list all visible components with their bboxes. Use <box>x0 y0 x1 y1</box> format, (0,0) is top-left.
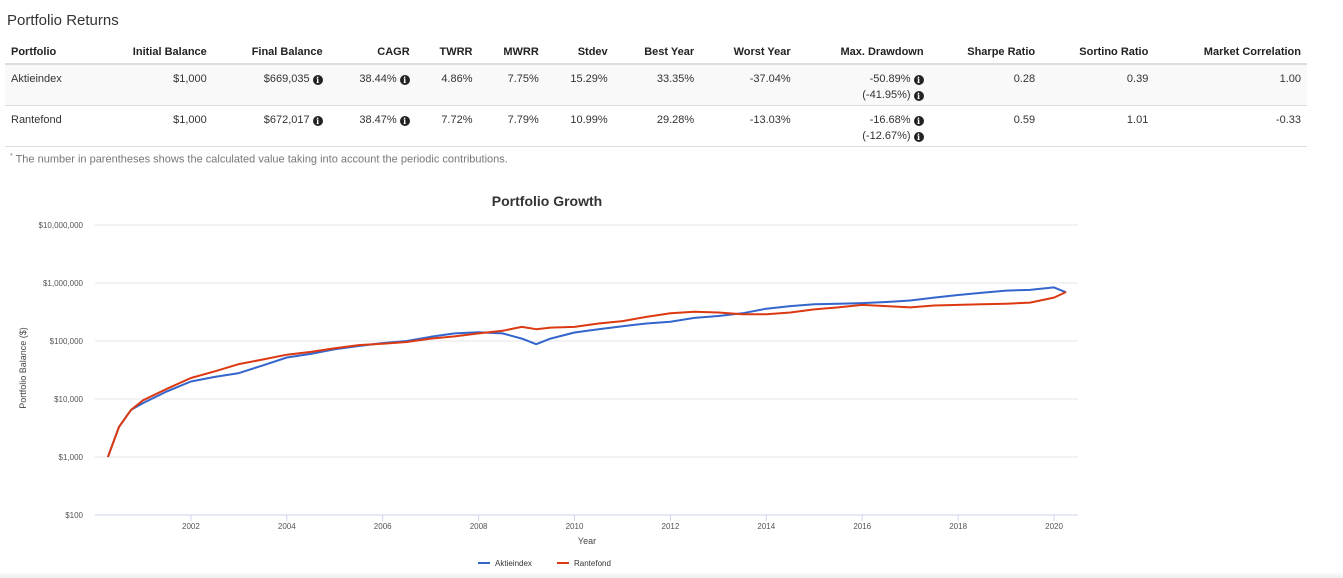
info-circle-icon[interactable]: i <box>913 131 924 142</box>
y-tick-label: $10,000 <box>54 395 83 404</box>
info-circle-icon[interactable]: i <box>399 115 410 126</box>
col-mwrr[interactable]: MWRR <box>478 40 545 65</box>
legend-label-rantefond[interactable]: Rantefond <box>574 559 611 568</box>
max-drawdown-contrib-value: (-41.95%) <box>862 89 911 101</box>
y-tick-label: $1,000,000 <box>43 279 84 288</box>
col-worst-year[interactable]: Worst Year <box>700 40 797 65</box>
col-best-year[interactable]: Best Year <box>613 40 701 65</box>
series-lines <box>106 286 1067 458</box>
cagr-value: 38.44% <box>359 73 397 85</box>
series-line-aktieindex <box>106 286 1067 458</box>
max-drawdown-value: -50.89% <box>869 73 911 85</box>
y-axis-label: Portfolio Balance ($) <box>18 327 28 409</box>
series-line-rantefond <box>106 291 1067 458</box>
cell-sharpe: 0.59 <box>929 105 1042 147</box>
page-bottom-edge <box>0 572 1343 578</box>
info-circle-icon[interactable]: i <box>913 91 924 101</box>
col-stdev[interactable]: Stdev <box>544 40 614 65</box>
col-max-drawdown[interactable]: Max. Drawdown <box>796 40 930 65</box>
section-title: Portfolio Returns <box>7 12 119 29</box>
x-tick-label: 2006 <box>374 522 392 531</box>
cell-twrr: 7.72% <box>415 105 479 147</box>
portfolio-growth-chart: Portfolio Growth $100 $1,000 $10,000 $100,0… <box>18 193 1078 568</box>
col-cagr[interactable]: CAGR <box>328 40 416 65</box>
x-tick-label: 2016 <box>853 522 871 531</box>
footnote: * The number in parentheses shows the ca… <box>10 153 508 166</box>
info-circle-icon[interactable]: i <box>913 115 924 126</box>
x-tick-label: 2014 <box>757 522 775 531</box>
table-header-row: Portfolio Initial Balance Final Balance … <box>5 40 1307 65</box>
final-balance-value: $669,035 <box>263 73 310 85</box>
x-tick-label: 2020 <box>1045 522 1063 531</box>
max-drawdown-value: -16.68% <box>869 113 911 126</box>
cell-market-correlation: -0.33 <box>1154 105 1307 147</box>
x-axis-label: Year <box>578 536 596 546</box>
cell-portfolio: Aktieindex <box>5 64 93 106</box>
table-row: Aktieindex $1,000 $669,035 i 38.44% i 4.86… <box>5 64 1307 106</box>
grid-lines <box>95 224 1078 516</box>
chart-title: Portfolio Growth <box>492 193 602 209</box>
col-sharpe-ratio[interactable]: Sharpe Ratio <box>929 40 1042 65</box>
x-tick-label: 2012 <box>662 522 680 531</box>
legend-label-aktieindex[interactable]: Aktieindex <box>495 559 532 568</box>
cell-max-drawdown: -50.89% i (-41.95%) i <box>796 64 930 106</box>
cell-initial-balance: $1,000 <box>92 64 213 106</box>
cell-best-year: 33.35% <box>613 64 701 106</box>
max-drawdown-contrib-value: (-12.67%) <box>862 129 911 142</box>
info-circle-icon[interactable]: i <box>312 75 323 85</box>
cell-worst-year: -37.04% <box>700 64 797 106</box>
cell-initial-balance: $1,000 <box>92 105 213 147</box>
col-final-balance[interactable]: Final Balance <box>212 40 329 65</box>
x-axis-ticks: 2002 2004 2006 2008 2010 2012 2014 2016 2018 2020 <box>182 515 1063 531</box>
x-tick-label: 2002 <box>182 522 200 531</box>
cell-cagr: 38.47% i <box>328 105 416 147</box>
footnote-text: The number in parentheses shows the calc… <box>12 153 508 166</box>
col-market-correlation[interactable]: Market Correlation <box>1154 40 1307 65</box>
y-tick-label: $100 <box>65 511 83 520</box>
cell-sharpe: 0.28 <box>929 64 1042 106</box>
cell-mwrr: 7.79% <box>478 105 545 147</box>
info-circle-icon[interactable]: i <box>312 115 323 126</box>
legend: Aktieindex Rantefond <box>478 559 611 568</box>
cell-best-year: 29.28% <box>613 105 701 147</box>
cell-cagr: 38.44% i <box>328 64 416 106</box>
y-tick-label: $10,000,000 <box>39 221 84 230</box>
y-tick-label: $100,000 <box>50 337 84 346</box>
table-row: Rantefond $1,000 $672,017 i 38.47% i 7.72%… <box>5 105 1307 147</box>
x-tick-label: 2018 <box>949 522 967 531</box>
col-initial-balance[interactable]: Initial Balance <box>92 40 213 65</box>
x-tick-label: 2004 <box>278 522 296 531</box>
footnote-marker: * <box>10 153 13 160</box>
cell-final-balance: $672,017 i <box>212 105 329 147</box>
cell-sortino: 1.01 <box>1041 105 1155 147</box>
cell-worst-year: -13.03% <box>700 105 797 147</box>
cell-stdev: 10.99% <box>544 105 614 147</box>
x-tick-label: 2010 <box>566 522 584 531</box>
portfolio-returns-table: Portfolio Initial Balance Final Balance … <box>5 40 1307 147</box>
cell-sortino: 0.39 <box>1041 64 1155 106</box>
cell-portfolio: Rantefond <box>5 105 93 147</box>
cell-stdev: 15.29% <box>544 64 614 106</box>
cagr-value: 38.47% <box>359 113 397 126</box>
col-sortino-ratio[interactable]: Sortino Ratio <box>1041 40 1155 65</box>
y-axis-ticks: $100 $1,000 $10,000 $100,000 $1,000,000 $10,0… <box>39 221 84 520</box>
x-tick-label: 2008 <box>470 522 488 531</box>
cell-max-drawdown: -16.68% i (-12.67%) i <box>796 105 930 147</box>
info-circle-icon[interactable]: i <box>399 75 410 85</box>
cell-mwrr: 7.75% <box>478 64 545 106</box>
cell-market-correlation: 1.00 <box>1154 64 1307 106</box>
y-tick-label: $1,000 <box>59 453 84 462</box>
cell-final-balance: $669,035 i <box>212 64 329 106</box>
info-circle-icon[interactable]: i <box>913 75 924 85</box>
col-portfolio[interactable]: Portfolio <box>5 40 93 65</box>
cell-twrr: 4.86% <box>415 64 479 106</box>
final-balance-value: $672,017 <box>263 113 310 126</box>
col-twrr[interactable]: TWRR <box>415 40 479 65</box>
